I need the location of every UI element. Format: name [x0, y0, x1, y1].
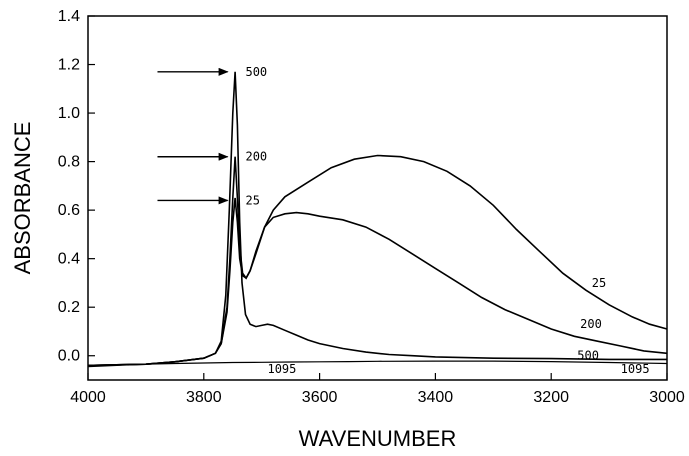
x-tick-label: 3800	[186, 389, 222, 406]
x-tick-label: 3600	[302, 389, 338, 406]
x-tick-label: 3000	[649, 389, 685, 406]
y-tick-label: 0.0	[58, 348, 80, 365]
series-line-200	[87, 156, 668, 367]
y-tick-label: 0.2	[58, 299, 80, 316]
x-tick-label: 3200	[533, 389, 569, 406]
x-tick-label: 3400	[418, 389, 454, 406]
curve-label: 25	[592, 276, 606, 290]
x-tick-label: 4000	[70, 389, 106, 406]
y-tick-label: 0.8	[58, 154, 80, 171]
series-line-500	[87, 71, 667, 367]
curve-label: 200	[580, 317, 602, 331]
y-axis: 0.0 0.2 0.4 0.6 0.8 1.0 1.2 1.4	[58, 8, 95, 365]
curve-label: 500	[245, 65, 267, 79]
plot-frame	[87, 15, 668, 381]
curve-label: 200	[245, 150, 267, 164]
series-line-1095	[87, 360, 668, 368]
curve-label: 1095	[267, 362, 296, 376]
curve-label: 25	[245, 193, 259, 207]
y-axis-title: ABSORBANCE	[10, 122, 35, 275]
y-tick-label: 0.6	[58, 202, 80, 219]
annotation-layer: 500 200 25 25 200 500 1095 1095	[157, 65, 650, 376]
y-tick-label: 1.2	[58, 57, 80, 74]
series-layer	[87, 71, 668, 368]
curve-label: 500	[577, 349, 599, 363]
series-line-25	[87, 154, 668, 367]
curve-label: 1095	[621, 362, 650, 376]
x-axis: 4000 3800 3600 3400 3200 3000	[70, 373, 685, 406]
x-axis-title: WAVENUMBER	[299, 426, 457, 451]
y-tick-label: 1.0	[58, 105, 80, 122]
y-tick-label: 1.4	[58, 8, 80, 25]
y-tick-label: 0.4	[58, 251, 80, 268]
